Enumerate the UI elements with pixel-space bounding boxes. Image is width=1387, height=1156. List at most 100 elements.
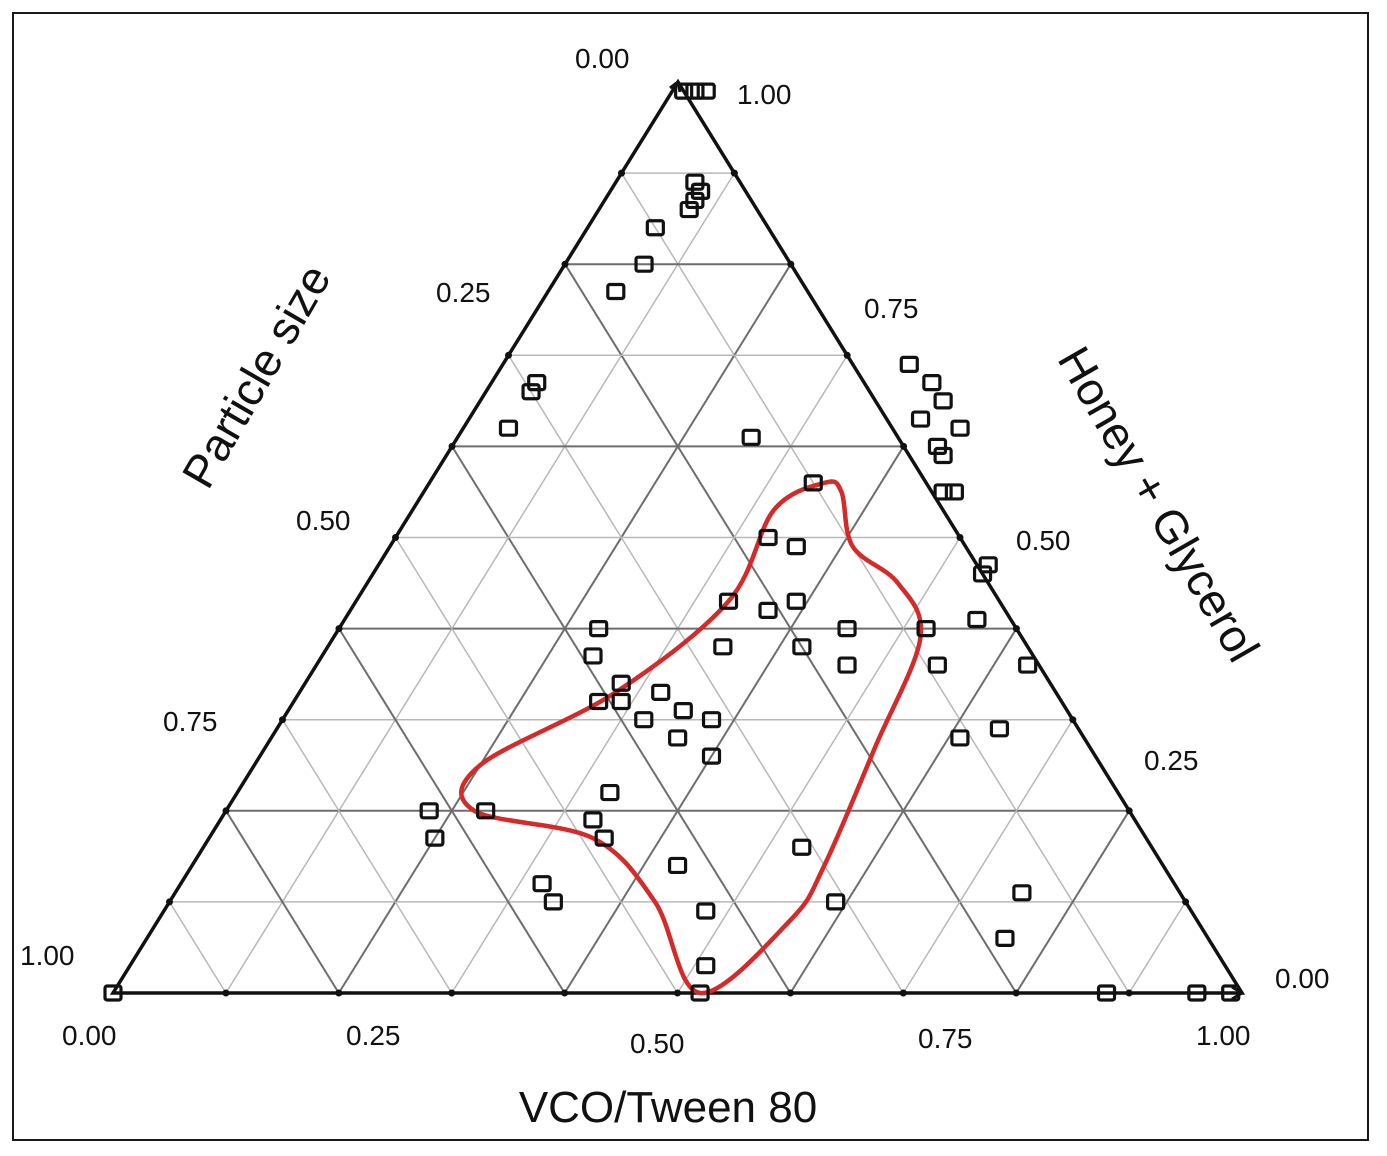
data-point: [594, 829, 614, 847]
data-point: [741, 428, 761, 446]
data-point: [910, 410, 931, 428]
data-point: [950, 419, 970, 437]
data-point: [600, 783, 620, 802]
data-point: [611, 692, 631, 711]
tick-mark: [335, 625, 343, 633]
grid-line: [1128, 901, 1187, 994]
triangle-axes: [109, 78, 1246, 1001]
data-point: [837, 619, 857, 638]
bottom-tick-label: 1.00: [1196, 1020, 1251, 1051]
data-point: [837, 656, 857, 674]
right-tick-label: 0.00: [1275, 963, 1330, 994]
axis-ticks: [166, 169, 1190, 997]
data-point: [690, 182, 711, 200]
data-point: [651, 683, 671, 701]
data-point: [786, 592, 806, 610]
tick-mark: [618, 169, 625, 177]
tick-mark: [674, 989, 681, 997]
data-point: [933, 483, 953, 501]
data-point: [673, 701, 693, 720]
data-point: [713, 638, 733, 656]
tick-mark: [166, 898, 173, 906]
tick-mark: [1125, 989, 1133, 997]
data-point: [527, 374, 547, 392]
tick-mark: [222, 989, 230, 997]
highlight-region: [459, 479, 924, 996]
data-point: [826, 893, 846, 911]
data-point: [967, 610, 987, 629]
data-point: [645, 219, 665, 237]
grid-line: [676, 537, 961, 994]
data-point: [696, 957, 716, 975]
tick-mark: [448, 442, 456, 450]
left-tick-label: 0.00: [575, 43, 630, 74]
data-point: [690, 182, 711, 200]
data-point: [583, 647, 603, 665]
data-point: [944, 483, 964, 501]
tick-mark: [561, 989, 569, 997]
tick-mark: [843, 351, 851, 359]
data-point: [989, 720, 1010, 738]
data-point: [103, 984, 123, 1002]
grid-line: [451, 354, 848, 994]
grid-line: [507, 354, 904, 994]
grid-lines: [168, 172, 1187, 994]
data-point: [685, 173, 705, 191]
grid-line: [225, 810, 340, 994]
tick-mark: [1012, 625, 1020, 633]
data-point: [606, 282, 626, 301]
data-point: [995, 929, 1015, 947]
data-point: [521, 383, 541, 401]
data-point: [701, 747, 722, 765]
data-point: [927, 437, 948, 455]
data-point: [543, 893, 563, 911]
data-point: [972, 565, 993, 583]
right-axis-title: Honey + Glycerol: [1048, 338, 1270, 671]
data-point: [978, 556, 998, 574]
right-tick-label: 0.25: [1144, 745, 1199, 776]
tick-mark: [392, 534, 399, 541]
data-point: [532, 875, 552, 893]
tick-mark: [787, 260, 795, 268]
data-point: [679, 200, 699, 219]
bottom-axis-title: VCO/Tween 80: [519, 1083, 817, 1132]
data-point: [758, 528, 778, 547]
tick-mark: [561, 260, 569, 268]
left-tick-label: 0.25: [436, 277, 491, 308]
data-point: [916, 619, 936, 638]
axis-arrow: [1231, 985, 1243, 1001]
data-point: [611, 674, 631, 692]
chart-frame: [12, 12, 1369, 1141]
feasible-region-outline: [459, 479, 924, 996]
data-point: [1187, 984, 1207, 1002]
data-point: [792, 838, 812, 856]
right-tick-label: 0.50: [1016, 525, 1071, 556]
left-tick-label: 1.00: [20, 940, 75, 971]
grid-line: [620, 172, 1130, 994]
data-point: [758, 601, 778, 619]
data-point: [589, 692, 609, 711]
left-tick-label: 0.75: [163, 706, 218, 737]
tick-mark: [956, 534, 964, 541]
data-point: [476, 802, 496, 820]
tick-mark: [1125, 807, 1133, 815]
data-point: [696, 902, 716, 920]
data-point: [498, 419, 519, 437]
data-point: [899, 355, 919, 374]
bottom-tick-label: 0.75: [918, 1023, 973, 1054]
tick-mark: [730, 169, 738, 177]
data-point: [950, 729, 970, 747]
data-point: [583, 811, 603, 829]
data-point: [685, 82, 705, 100]
tick-mark: [448, 989, 456, 997]
left-axis-title: Particle size: [172, 256, 341, 497]
tick-mark: [1012, 989, 1020, 997]
tick-mark: [222, 807, 230, 815]
tick-mark: [505, 351, 512, 359]
grid-line: [338, 628, 566, 994]
tick-mark: [899, 989, 907, 997]
data-point: [933, 392, 953, 410]
tick-mark: [900, 442, 908, 450]
data-point: [922, 374, 942, 392]
